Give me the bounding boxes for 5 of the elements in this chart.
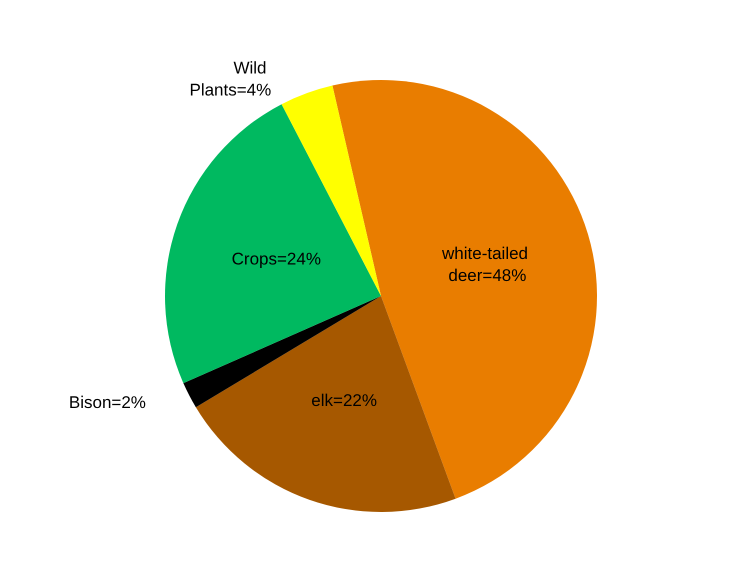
slice-label: elk=22% bbox=[311, 391, 377, 410]
slice-label: Crops=24% bbox=[232, 250, 321, 269]
slice-label: white-tailed deer=48% bbox=[441, 244, 533, 285]
slice-label: Bison=2% bbox=[68, 392, 146, 412]
slice-label: Wild Plants=4% bbox=[189, 58, 272, 100]
